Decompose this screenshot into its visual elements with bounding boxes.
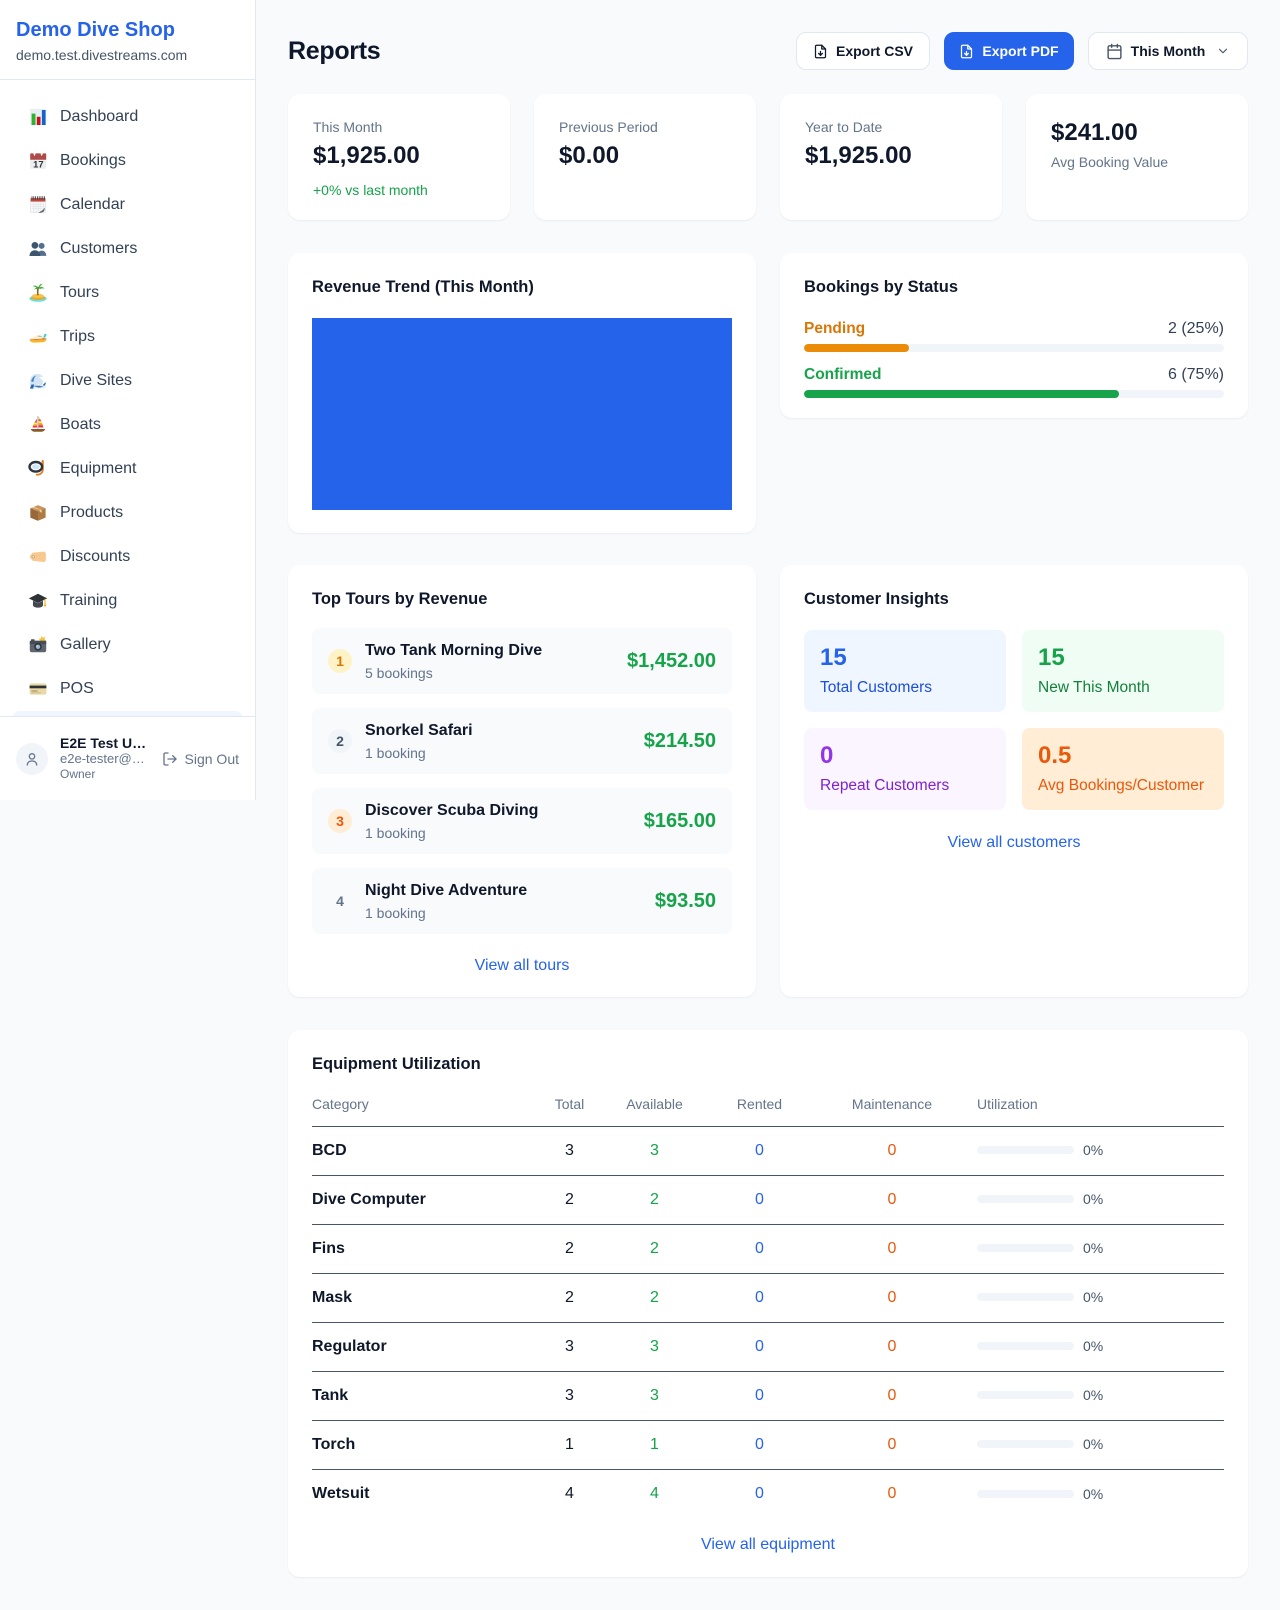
svg-text:17: 17 <box>33 158 43 169</box>
